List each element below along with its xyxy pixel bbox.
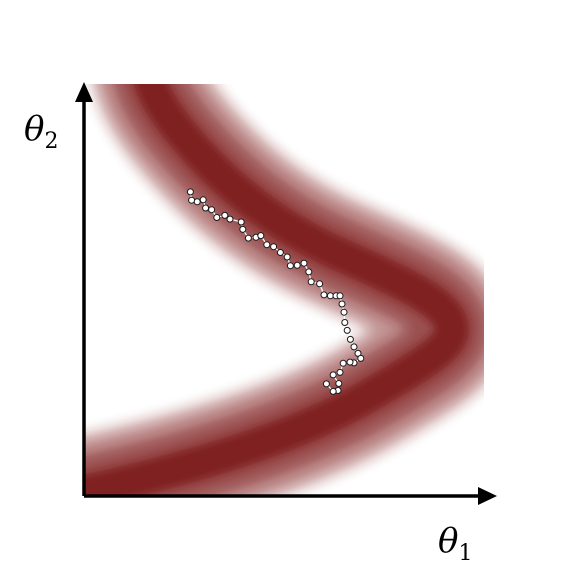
density-band-core: [84, 84, 470, 496]
chain-sample-point: [340, 308, 348, 316]
chain-sample-point: [213, 214, 221, 221]
chain-sample-point: [276, 249, 284, 256]
chain-sample-point: [322, 380, 330, 388]
chain-sample-point: [186, 188, 194, 196]
chain-sample-point: [239, 225, 247, 233]
chain-sample-point: [293, 261, 301, 269]
chain-sample-point: [335, 380, 343, 387]
sampling-chain: [186, 188, 365, 395]
chain-sample-point: [346, 358, 354, 366]
chain-sample-point: [320, 291, 328, 299]
chain-sample-point: [283, 253, 291, 261]
chain-sample-point: [350, 343, 358, 351]
chain-sample-point: [188, 196, 196, 204]
chain-sample-point: [226, 215, 234, 223]
axes: [75, 82, 497, 505]
chain-sample-point: [338, 300, 346, 308]
posterior-density-band: [84, 84, 484, 496]
chain-sample-point: [286, 262, 294, 270]
chain-sample-point: [270, 243, 278, 251]
chain-sample-point: [343, 326, 351, 334]
chain-sample-point: [237, 218, 245, 226]
chain-sample-point: [305, 268, 313, 276]
chain-sample-point: [346, 335, 354, 343]
chain-sample-point: [316, 280, 324, 288]
chain-sample-point: [336, 292, 344, 300]
chain-sample-point: [339, 359, 347, 367]
chain-sample-point: [193, 198, 201, 206]
y-axis-label: θ2: [24, 109, 58, 154]
chain-sample-point: [202, 204, 210, 212]
chain-sample-point: [329, 371, 337, 379]
chain-sample-point: [257, 232, 265, 240]
y-axis-arrowhead: [75, 82, 93, 102]
chain-sample-point: [357, 354, 365, 362]
chain-sample-point: [329, 387, 337, 395]
x-axis-label: θ1: [438, 521, 472, 566]
x-axis-arrowhead: [478, 487, 497, 505]
chain-sample-point: [199, 196, 207, 204]
chain-sample-point: [244, 234, 252, 242]
chain-sample-point: [208, 206, 216, 214]
chain-sample-point: [341, 319, 349, 326]
chain-sample-point: [300, 259, 308, 267]
chain-sample-point: [336, 368, 344, 376]
chain-sample-point: [263, 241, 271, 249]
chain-sample-point: [221, 211, 229, 219]
chain-sample-point: [307, 278, 315, 286]
chain-points: [186, 188, 365, 395]
